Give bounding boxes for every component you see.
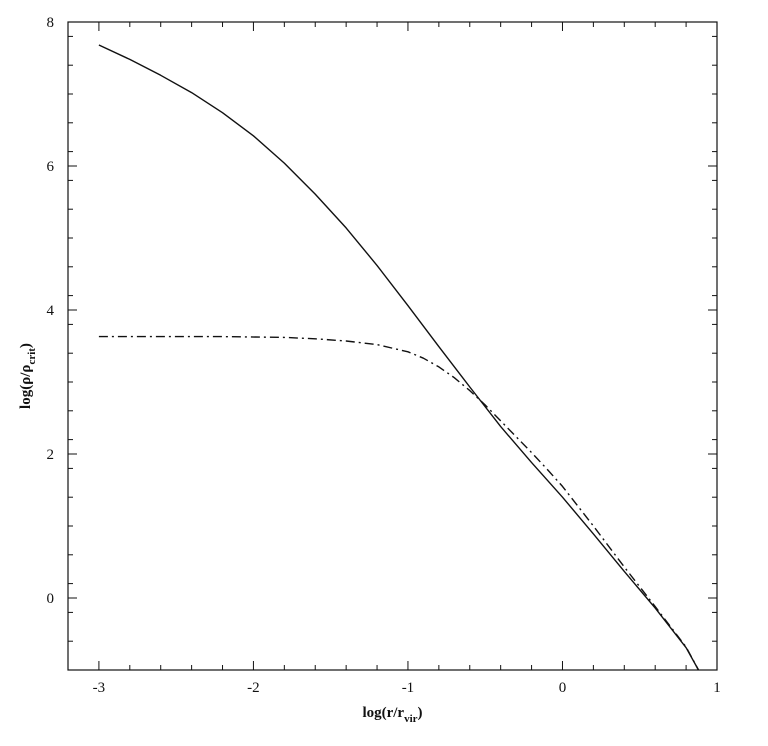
y-tick-label: 6 <box>47 159 55 175</box>
x-axis-title-main: log(r/r <box>362 705 404 721</box>
plot-frame <box>67 21 718 671</box>
y-tick-label: 0 <box>47 591 55 607</box>
y-tick-label: 8 <box>47 15 55 31</box>
axis-tick-labels: -3 -2 -1 0 1 0 2 4 6 8 <box>47 15 721 696</box>
x-tick-label: -3 <box>93 680 106 696</box>
x-axis-title: log(r/rvir) <box>362 705 422 725</box>
x-tick-label: 0 <box>559 680 567 696</box>
y-tick-label: 2 <box>47 447 55 463</box>
solid-density-curve <box>98 44 700 671</box>
y-axis-title-subscript: crit <box>26 348 38 365</box>
x-tick-label: -2 <box>247 680 260 696</box>
x-axis-title-close: ) <box>418 705 423 721</box>
x-tick-label: -1 <box>402 680 415 696</box>
x-axis-title-subscript: vir <box>404 713 418 725</box>
y-axis-title: log(ρ/ρcrit) <box>18 343 38 409</box>
y-axis-title-main: log(ρ/ρ <box>18 365 34 409</box>
y-axis-title-close: ) <box>18 343 34 348</box>
dashed-density-curve <box>98 335 700 671</box>
y-tick-label: 4 <box>47 303 55 319</box>
x-tick-label: 1 <box>713 680 721 696</box>
data-series <box>98 44 700 671</box>
axis-ticks <box>67 21 718 671</box>
